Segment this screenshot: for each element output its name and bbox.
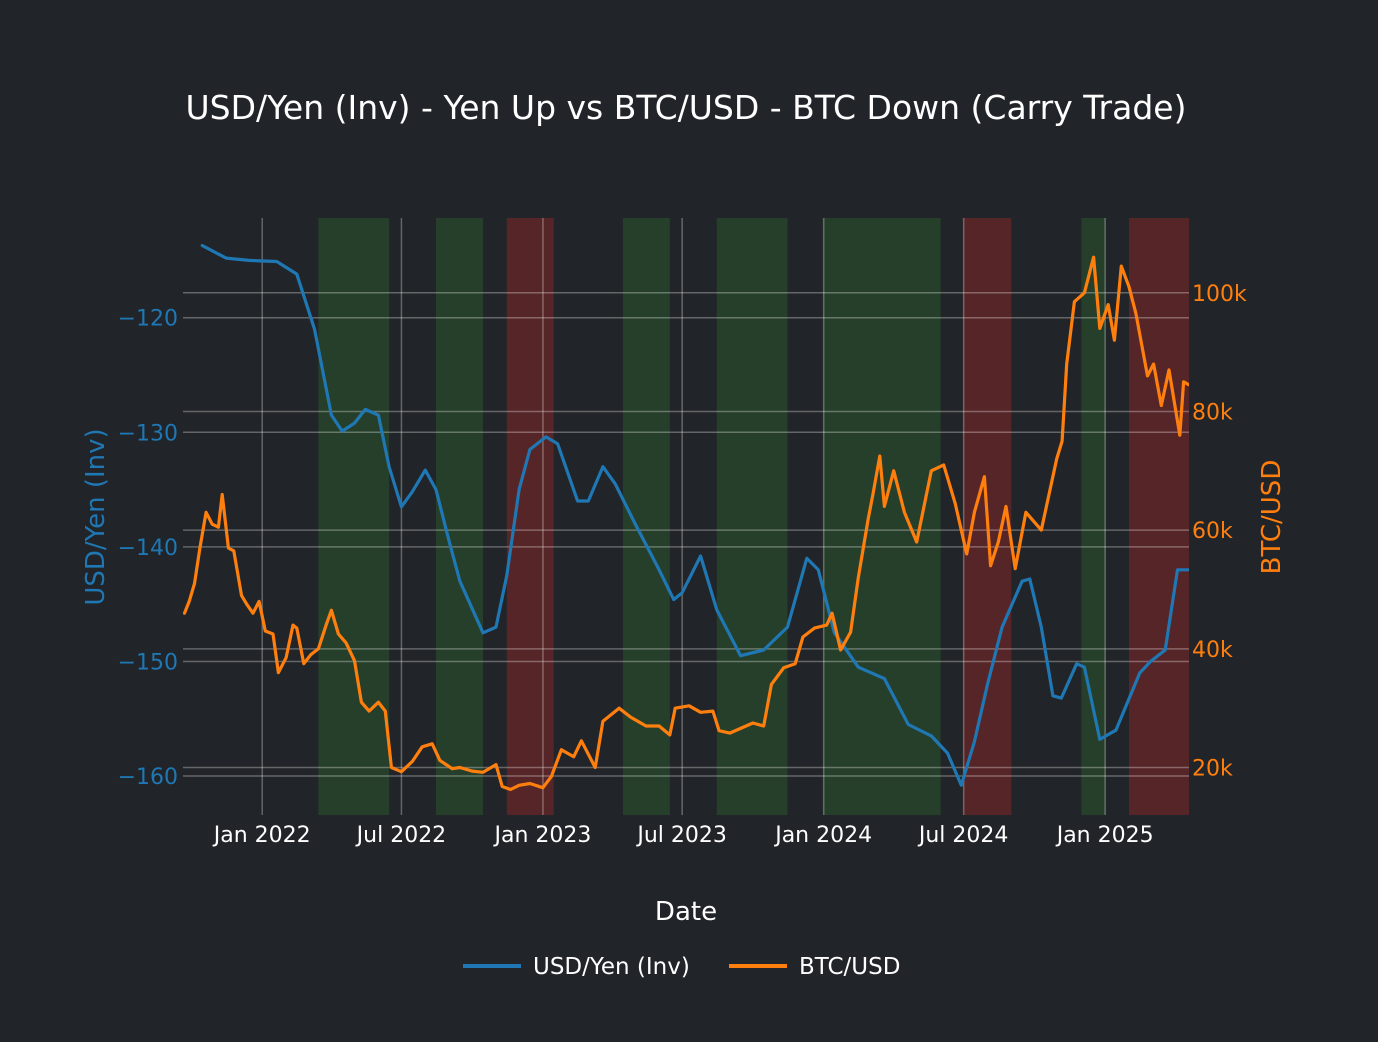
x-axis-ticks: Jan 2022 Jul 2022 Jan 2023 Jul 2023 Jan 2024… [212,823,1154,848]
legend-label-usdyen: USD/Yen (Inv) [533,954,690,980]
x-tick-label: Jan 2023 [492,823,591,848]
y-right-axis-ticks: 20k 40k 60k 80k 100k [1192,282,1247,782]
y-left-axis-ticks: −120 −130 −140 −150 −160 [118,307,178,790]
shaded-region-red [1129,218,1189,815]
y-left-axis-title: USD/Yen (Inv) [81,428,111,605]
y-right-tick-label: 20k [1192,757,1233,782]
y-right-axis-title: BTC/USD [1257,460,1287,575]
y-right-tick-label: 40k [1192,638,1233,663]
shaded-region-green [318,218,390,815]
y-left-tick-label: −120 [118,307,178,332]
series-lines [183,243,1189,792]
series-line-btcusd [183,255,1189,792]
y-left-tick-label: −130 [118,421,178,446]
y-right-tick-label: 60k [1192,519,1233,544]
x-tick-label: Jul 2022 [355,823,447,848]
x-tick-label: Jul 2024 [917,823,1009,848]
y-left-tick-label: −150 [118,650,178,675]
legend: USD/Yen (Inv) BTC/USD [463,954,900,980]
y-left-tick-label: −140 [118,536,178,561]
y-right-tick-label: 80k [1192,400,1233,425]
series-line-usdyen [200,243,1189,787]
x-tick-label: Jan 2024 [773,823,872,848]
x-tick-label: Jan 2022 [212,823,311,848]
x-axis-title: Date [655,897,717,927]
y-right-tick-label: 100k [1192,282,1247,307]
shaded-region-green [1081,218,1106,815]
shaded-region-green [716,218,788,815]
grid-lines [183,218,1189,815]
y-left-tick-label: −160 [118,765,178,790]
chart-title: USD/Yen (Inv) - Yen Up vs BTC/USD - BTC … [186,88,1187,127]
legend-label-btcusd: BTC/USD [799,954,900,980]
x-tick-label: Jan 2025 [1055,823,1154,848]
x-tick-label: Jul 2023 [635,823,727,848]
